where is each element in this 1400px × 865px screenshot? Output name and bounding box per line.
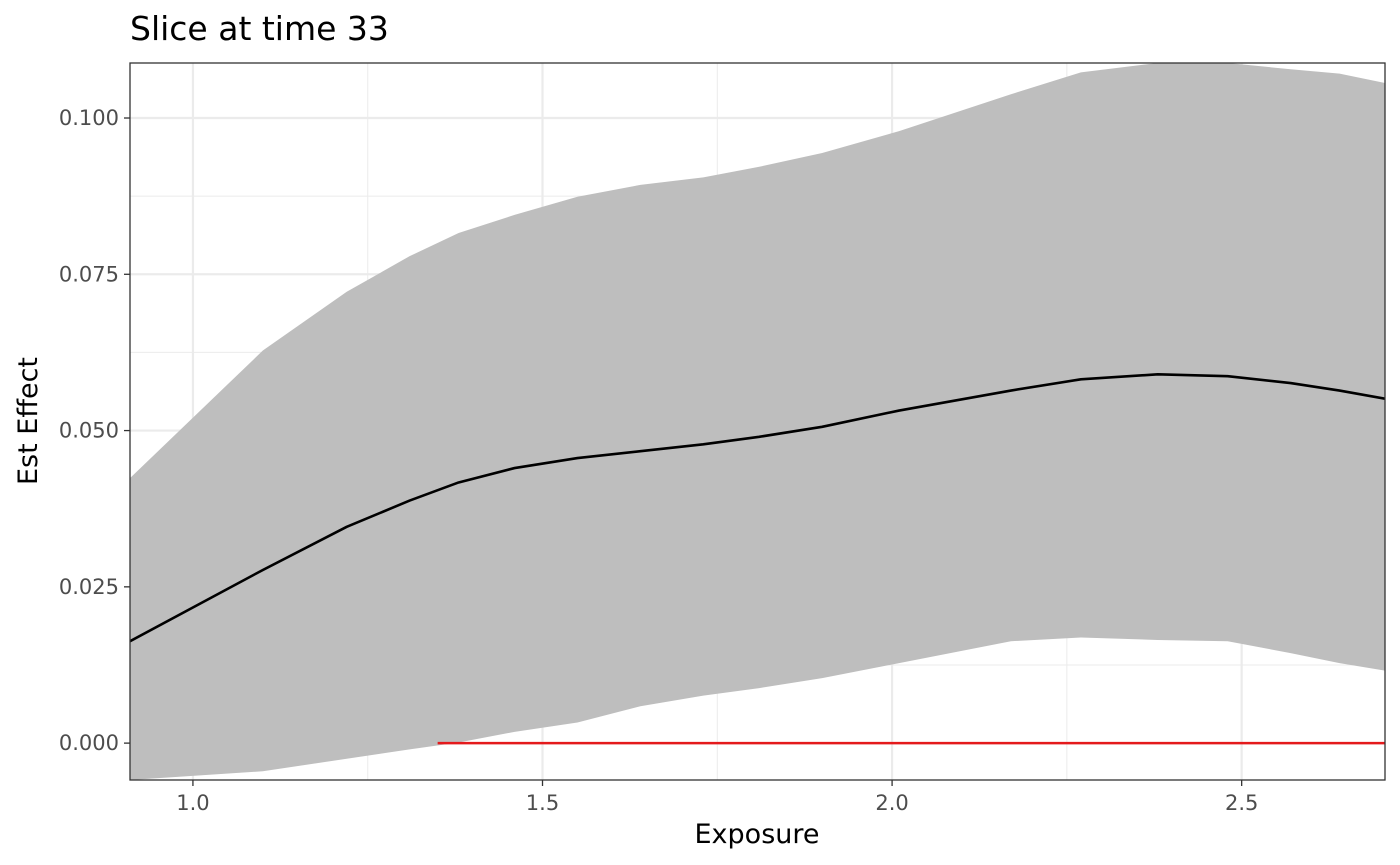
x-tick-label: 1.5	[526, 791, 559, 815]
plot-panel: 1.0 1.5 2.0 2.5 0.000 0.025 0.050 0.075 0.100	[59, 62, 1386, 815]
estimate-line	[130, 373, 1385, 643]
y-tick-label: 0.075	[59, 262, 119, 286]
data-layer	[130, 63, 1385, 780]
y-tick-label: 0.100	[59, 106, 119, 130]
chart-title: Slice at time 33	[130, 9, 389, 48]
x-axis-title: Exposure	[695, 819, 820, 850]
y-tick-label: 0.000	[59, 731, 119, 755]
panel-border	[129, 62, 1386, 781]
x-tick-label: 2.0	[875, 791, 908, 815]
y-axis-title: Est Effect	[13, 357, 44, 485]
x-tick-label: 1.0	[176, 791, 209, 815]
confidence-band	[130, 63, 1385, 780]
y-tick-label: 0.025	[59, 575, 119, 599]
x-tick-label: 2.5	[1225, 791, 1258, 815]
y-tick-label: 0.050	[59, 419, 119, 443]
